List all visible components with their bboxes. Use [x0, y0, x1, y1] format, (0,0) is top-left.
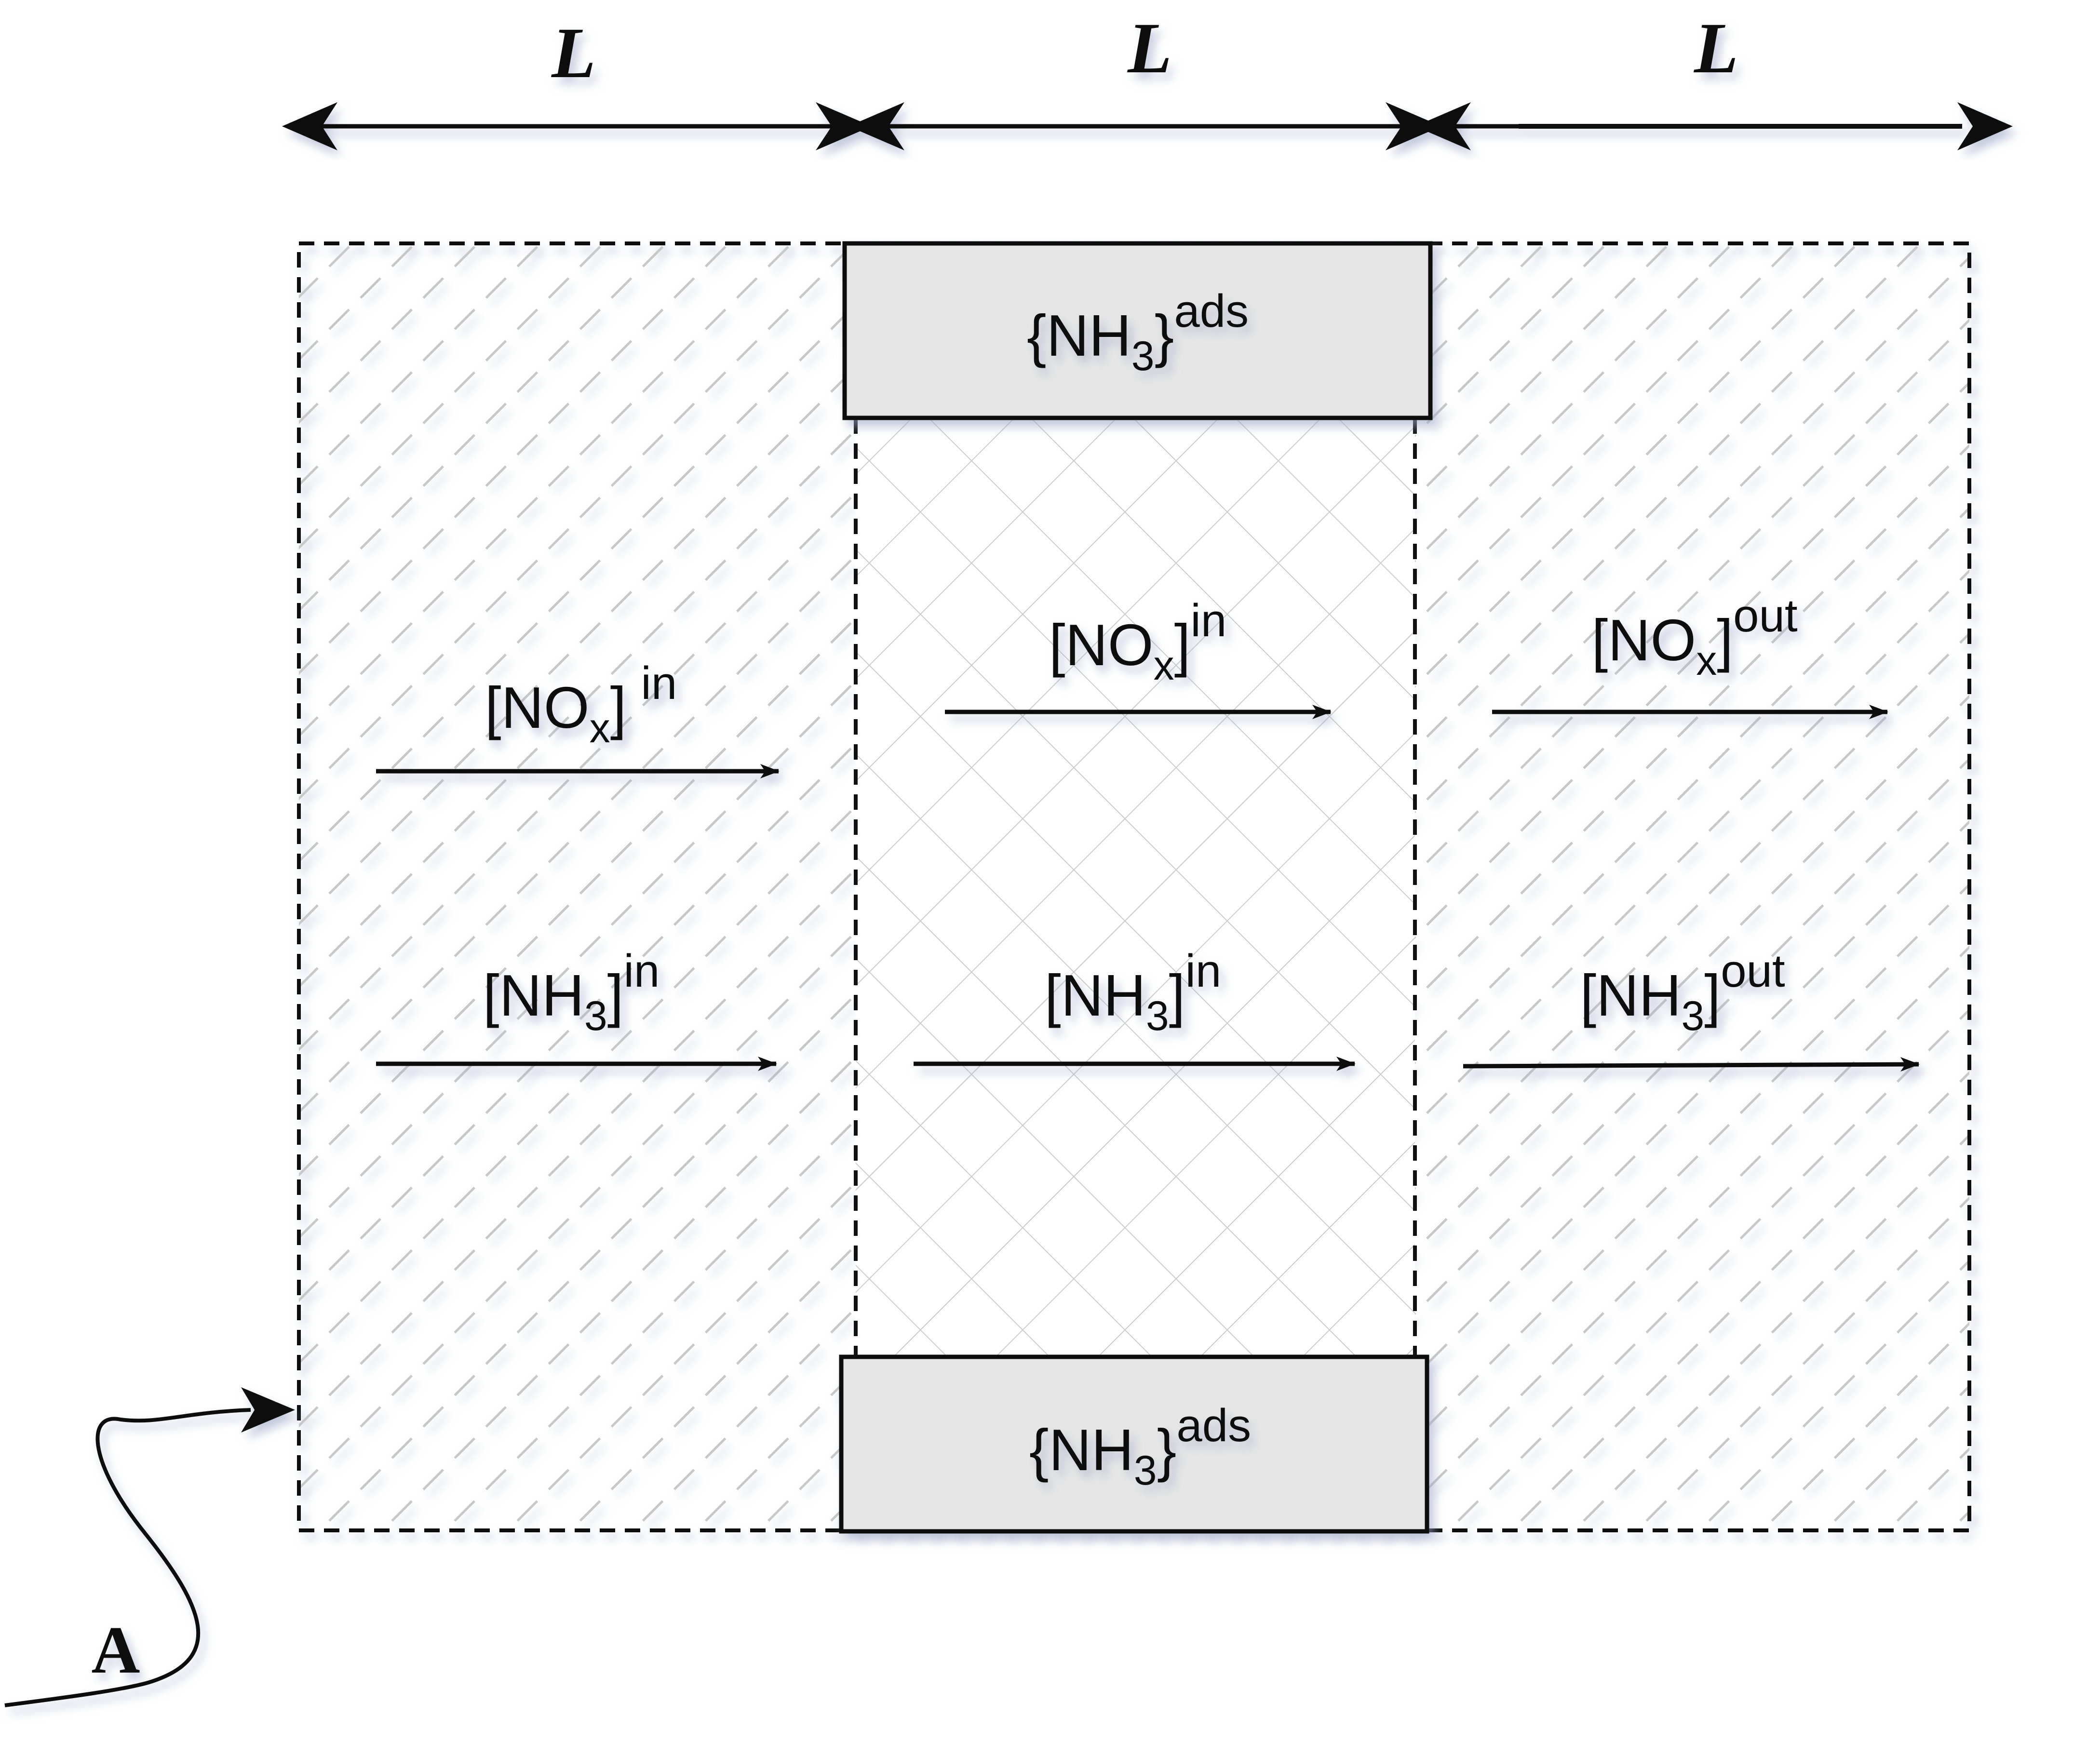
- dimension-label-middle: L: [1127, 8, 1172, 88]
- catalyst-crosshatch: [856, 418, 1415, 1358]
- species-labels: {NH3}ads {NH3}ads [NOx] in [NH3]in [NOx]i…: [483, 285, 1798, 1494]
- adsorbed-block-top: [842, 241, 1433, 420]
- middle-nox-label: [NOx]in: [1049, 595, 1227, 689]
- callout-label: A: [91, 1613, 140, 1688]
- right-nox-label: [NOx]out: [1591, 590, 1797, 684]
- dimension-label-left: L: [551, 13, 596, 93]
- flow-arrows: [376, 705, 1920, 1072]
- callout-a: A: [4, 1387, 295, 1707]
- middle-nh3-label: [NH3]in: [1045, 945, 1222, 1039]
- dimension-labels: L L L: [551, 8, 1738, 93]
- adsorbed-label-bottom: {NH3}ads: [1029, 1400, 1251, 1494]
- callout-arrowhead: [241, 1387, 295, 1433]
- callout-curve: [4, 1408, 251, 1707]
- adsorbed-label-top: {NH3}ads: [1027, 285, 1249, 379]
- dimension-label-right: L: [1693, 8, 1738, 88]
- left-nox-label: [NOx] in: [485, 657, 677, 751]
- arrow-right-nh3: [1463, 1057, 1920, 1072]
- right-nh3-label: [NH3]out: [1580, 945, 1785, 1039]
- dimension-arrows: [282, 102, 2013, 150]
- left-nh3-label: [NH3]in: [483, 945, 660, 1039]
- adsorbed-block-bottom: [839, 1354, 1429, 1534]
- dimension-arrowheads: [282, 102, 2013, 150]
